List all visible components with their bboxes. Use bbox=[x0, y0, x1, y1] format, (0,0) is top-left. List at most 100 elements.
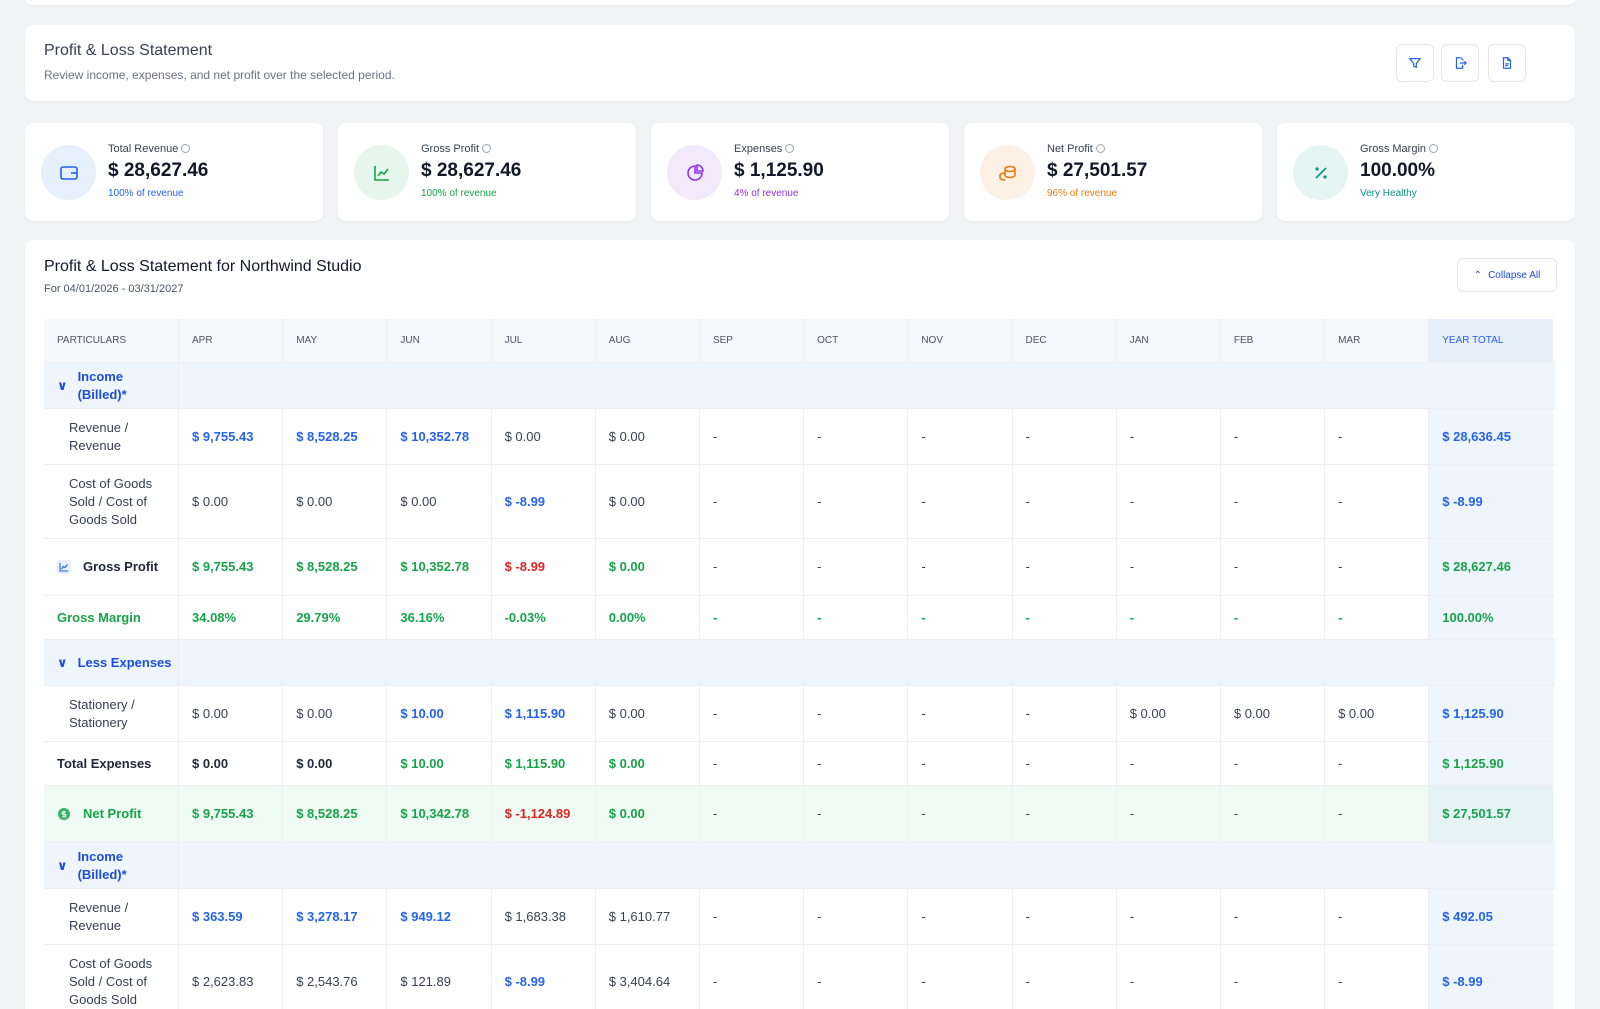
table-cell: $ 10,352.78 bbox=[387, 539, 492, 595]
kpi-gross-profit: Gross Profit $ 28,627.46 100% of revenue bbox=[338, 123, 636, 221]
table-row: Cost of Goods Sold / Cost of Goods Sold $… bbox=[44, 945, 1555, 1009]
table-cell: - bbox=[1117, 539, 1221, 595]
table-cell: - bbox=[908, 742, 1013, 785]
table-cell: $ 27,501.57 bbox=[1429, 786, 1554, 842]
table-cell: - bbox=[1117, 889, 1221, 944]
table-cell: 36.16% bbox=[387, 596, 492, 639]
table-cell: - bbox=[804, 409, 909, 464]
section-label: Less Expenses bbox=[77, 654, 172, 670]
table-cell: - bbox=[1221, 742, 1326, 785]
column-header: OCT bbox=[804, 319, 909, 362]
kpi-expenses: Expenses $ 1,125.90 4% of revenue bbox=[651, 123, 949, 221]
section-row[interactable]: ∨ Less Expenses bbox=[44, 640, 1555, 686]
table-cell: 0.00% bbox=[596, 596, 700, 639]
row-label: Net Profit bbox=[44, 786, 179, 842]
table-cell: $ -1,124.89 bbox=[491, 786, 596, 842]
filter-icon bbox=[1409, 58, 1421, 68]
table-cell: $ 10,342.78 bbox=[387, 786, 492, 842]
table-cell: $ -8.99 bbox=[492, 465, 596, 538]
table-cell: - bbox=[1325, 596, 1430, 639]
trend-icon bbox=[354, 145, 409, 200]
table-cell: $ 3,404.64 bbox=[596, 945, 700, 1009]
table-cell: $ 28,636.45 bbox=[1429, 409, 1554, 464]
column-header: NOV bbox=[908, 319, 1013, 362]
collapse-all-button[interactable]: ⌃ Collapse All bbox=[1457, 258, 1557, 292]
filter-button[interactable] bbox=[1396, 44, 1434, 82]
column-header: JUN bbox=[387, 319, 492, 362]
table-cell: - bbox=[908, 465, 1013, 538]
pdf-button[interactable] bbox=[1488, 44, 1526, 82]
table-row: Cost of Goods Sold / Cost of Goods Sold $… bbox=[44, 465, 1555, 539]
table-cell: - bbox=[908, 786, 1013, 842]
page-subtitle: Review income, expenses, and net profit … bbox=[44, 68, 395, 82]
table-cell: - bbox=[908, 596, 1013, 639]
table-cell: - bbox=[1117, 465, 1221, 538]
section-toggle[interactable]: ∨ Income (Billed)* bbox=[44, 843, 179, 888]
table-cell: - bbox=[1221, 539, 1326, 595]
section-toggle[interactable]: ∨ Income (Billed)* bbox=[44, 363, 179, 408]
table-cell: $ 10,352.78 bbox=[387, 409, 492, 464]
kpi-label: Gross Profit bbox=[421, 143, 492, 155]
table-cell: $ 0.00 bbox=[179, 742, 284, 785]
row-label: Total Expenses bbox=[44, 742, 179, 785]
section-fill bbox=[179, 843, 1555, 888]
table-cell: - bbox=[1325, 539, 1430, 595]
table-cell: $ 1,115.90 bbox=[492, 686, 596, 741]
table-cell: - bbox=[700, 742, 805, 785]
table-row: Revenue / Revenue $ 363.59 $ 3,278.17 $ 949… bbox=[44, 889, 1555, 945]
kpi-sub: 100% of revenue bbox=[421, 188, 497, 199]
table-cell: $ 8,528.25 bbox=[283, 539, 388, 595]
table-cell: - bbox=[804, 945, 909, 1009]
kpi-value: $ 1,125.90 bbox=[734, 160, 824, 181]
table-cell: $ 1,610.77 bbox=[596, 889, 700, 944]
table-cell: $ 0.00 bbox=[1117, 686, 1221, 741]
table-cell: $ 2,623.83 bbox=[179, 945, 284, 1009]
kpi-sub: Very Healthy bbox=[1360, 188, 1417, 199]
table-cell: - bbox=[700, 539, 805, 595]
row-label: Stationery / Stationery bbox=[44, 686, 179, 741]
kpi-sub: 4% of revenue bbox=[734, 188, 799, 199]
table-cell: $ 0.00 bbox=[387, 465, 492, 538]
table-cell: - bbox=[1013, 742, 1117, 785]
section-label: Income (Billed)* bbox=[77, 368, 127, 402]
table-cell: $ 363.59 bbox=[179, 889, 284, 944]
export-button[interactable] bbox=[1441, 44, 1479, 82]
table-row: Gross Profit $ 9,755.43 $ 8,528.25 $ 10,352… bbox=[44, 539, 1555, 596]
kpi-value: $ 28,627.46 bbox=[108, 160, 209, 181]
wallet-icon bbox=[41, 145, 96, 200]
table-cell: - bbox=[804, 596, 909, 639]
table-cell: - bbox=[1221, 465, 1326, 538]
column-header: YEAR TOTAL bbox=[1429, 319, 1554, 362]
column-header: AUG bbox=[595, 319, 700, 362]
table-cell: - bbox=[1220, 786, 1326, 842]
column-header: SEP bbox=[699, 319, 805, 362]
table-cell: - bbox=[1325, 945, 1430, 1009]
section-fill bbox=[179, 640, 1555, 685]
table-cell: - bbox=[1325, 742, 1430, 785]
kpi-value: $ 28,627.46 bbox=[421, 160, 522, 181]
kpi-label: Total Revenue bbox=[108, 143, 191, 155]
table-cell: - bbox=[908, 539, 1013, 595]
table-cell: $ 9,755.43 bbox=[179, 409, 284, 464]
table-cell: $ 0.00 bbox=[1221, 686, 1326, 741]
table-header-row: PARTICULARS APR MAY JUN JUL AUG SEP OCT NOV DEC JA… bbox=[44, 319, 1555, 363]
table-cell: - bbox=[908, 686, 1013, 741]
statement-table: PARTICULARS APR MAY JUN JUL AUG SEP OCT NOV DEC JA… bbox=[44, 319, 1555, 1009]
table-row: Stationery / Stationery $ 0.00 $ 0.00 $ 10.… bbox=[44, 686, 1555, 742]
table-cell: $ 949.12 bbox=[387, 889, 492, 944]
section-row[interactable]: ∨ Income (Billed)* bbox=[44, 843, 1555, 889]
row-label: Revenue / Revenue bbox=[44, 889, 179, 944]
table-cell: $ 0.00 bbox=[283, 465, 388, 538]
table-cell: - bbox=[908, 889, 1013, 944]
section-toggle[interactable]: ∨ Less Expenses bbox=[44, 640, 179, 685]
table-cell: - bbox=[1221, 409, 1326, 464]
table-cell: - bbox=[1221, 889, 1326, 944]
column-header: MAR bbox=[1325, 319, 1430, 362]
section-fill bbox=[179, 363, 1555, 408]
table-cell: $ 8,528.25 bbox=[283, 409, 388, 464]
document-icon bbox=[1502, 57, 1512, 69]
section-row[interactable]: ∨ Income (Billed)* bbox=[44, 363, 1555, 409]
table-cell: $ 28,627.46 bbox=[1429, 539, 1554, 595]
table-cell: $ 0.00 bbox=[596, 465, 700, 538]
table-cell: 100.00% bbox=[1429, 596, 1554, 639]
